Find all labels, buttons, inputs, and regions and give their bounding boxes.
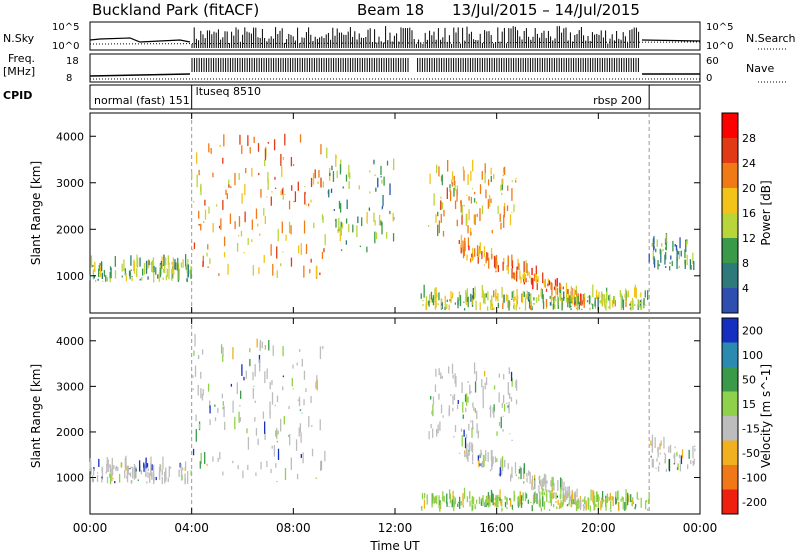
xtick-label: 20:00 [581,521,616,535]
freq-unit: [MHz] [3,65,35,78]
power-ylabel: Slant Range [km] [29,161,43,265]
xtick-label: 16:00 [479,521,514,535]
colorbar-swatch [722,391,738,416]
figure-title: Buckland Park (fitACF) [92,1,259,19]
colorbar-swatch [722,489,738,514]
cpid-segment-label: ltuseq 8510 [196,85,261,98]
ytick-label: 2000 [56,426,84,439]
colorbar-tick-label: 200 [742,324,763,337]
ytick-label: 2000 [56,223,84,236]
colorbar-tick-label: 15 [742,398,756,411]
cpid-segments: normal (fast) 151 ltuseq 8510 rbsp 200 [94,85,650,109]
colorbar-tick-label: 100 [742,349,763,362]
colorbar-swatch [722,188,738,213]
nave-label: Nave [746,62,774,75]
colorbar-swatch [722,465,738,490]
nsearch-line [89,41,701,45]
velocity-panel [89,317,701,515]
colorbar-tick-label: 8 [742,257,749,270]
xtick-label: 04:00 [174,521,209,535]
cpid-panel [89,84,701,110]
colorbar-swatch [722,440,738,465]
ytick-label: 1000 [56,472,84,485]
xtick-label: 00:00 [73,521,108,535]
colorbar-swatch [722,213,738,238]
colorbar-frame [721,112,739,314]
velocity-colorbar: 200 100 50 15 -15 -50 -100 -200 [721,317,767,515]
colorbar-swatch [722,416,738,441]
ytick-label: 3000 [56,177,84,190]
power-colorbar-label: Power [dB] [759,180,773,245]
nave-tick-top: 60 [706,56,719,67]
nsky-line-end [641,39,701,42]
nsky-tick-bottom: 10^0 [52,41,79,52]
colorbar-swatch [722,238,738,263]
freq-panel [89,53,701,83]
colorbar-tick-label: 50 [742,373,756,386]
ytick-label: 3000 [56,380,84,393]
nsky-tick-top: 10^5 [52,22,79,33]
ytick-label: 4000 [56,335,84,348]
nsky-label: N.Sky [3,32,35,45]
ytick-label: 1000 [56,270,84,283]
nave-tick-bottom: 0 [706,73,712,84]
nsearch-tick-top: 10^5 [706,22,733,33]
freq-trace [89,58,700,80]
colorbar-tick-label: 24 [742,157,756,170]
velocity-marks [89,318,696,514]
xtick-label: 00:00 [683,521,718,535]
colorbar-swatch [722,163,738,188]
date-range: 13/Jul/2015 – 14/Jul/2015 [452,1,640,19]
power-colorbar: 4 8 12 16 20 24 28 [721,112,756,314]
colorbar-swatch [722,263,738,288]
colorbar-tick-label: -100 [742,471,767,484]
nsky-trace [89,26,701,48]
freq-tick-bottom: 8 [66,73,72,84]
colorbar-swatch [722,288,738,313]
colorbar-tick-label: 20 [742,182,756,195]
time-axis-label: Time UT [369,539,420,553]
colorbar-swatch [722,318,738,343]
colorbar-tick-label: 12 [742,232,756,245]
cpid-segment-label: rbsp 200 [593,94,642,107]
velocity-colorbar-label: Velocity [m s^-1] [759,364,773,468]
velocity-ylabel: Slant Range [km] [29,364,43,468]
colorbar-tick-label: -15 [742,422,760,435]
velocity-yaxis: 1000 2000 3000 4000 [56,335,700,485]
freq-label: Freq. [8,52,35,65]
colorbar-frame [721,317,739,515]
cpid-label: CPID [3,89,32,102]
nsky-panel [89,21,701,51]
colorbar-tick-label: 4 [742,282,749,295]
time-axis: 00:00 04:00 08:00 12:00 16:00 20:00 00:00 [73,113,718,535]
ytick-label: 4000 [56,130,84,143]
colorbar-tick-label: 16 [742,207,756,220]
freq-line-early [89,73,191,77]
nsky-line [89,37,191,43]
power-marks [89,113,695,313]
colorbar-tick-label: -200 [742,496,767,509]
xtick-label: 12:00 [378,521,413,535]
power-yaxis: 1000 2000 3000 4000 [56,130,700,283]
colorbar-swatch [722,367,738,392]
cpid-segment-label: normal (fast) 151 [94,94,190,107]
colorbar-tick-label: -50 [742,447,760,460]
nsearch-tick-bottom: 10^0 [706,41,733,52]
beam-label: Beam 18 [357,1,424,19]
colorbar-tick-label: 28 [742,132,756,145]
freq-tick-top: 18 [66,56,79,67]
power-panel [89,112,701,314]
xtick-label: 08:00 [276,521,311,535]
colorbar-swatch [722,113,738,138]
colorbar-swatch [722,342,738,367]
colorbar-swatch [722,138,738,163]
nsearch-label: N.Search [746,32,796,45]
